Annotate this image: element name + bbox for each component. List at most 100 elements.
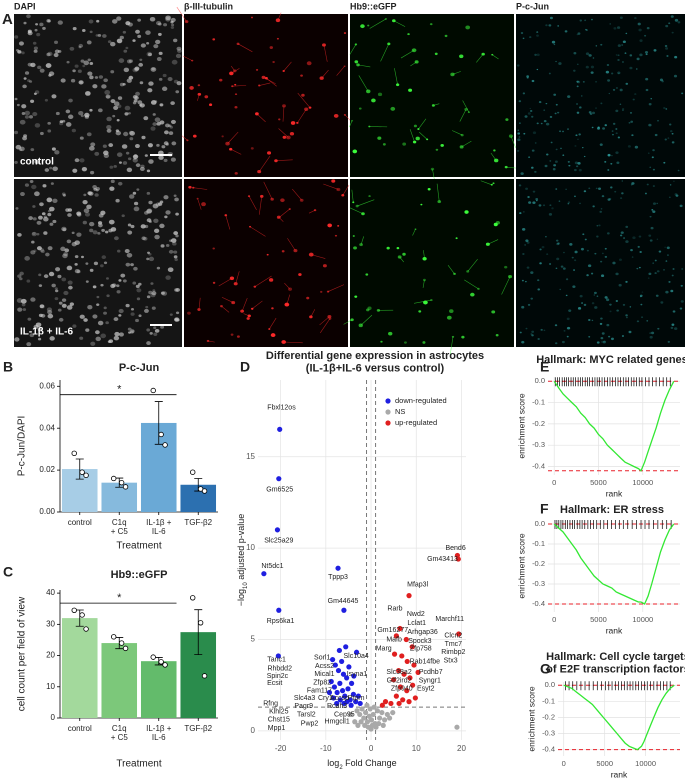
cell — [117, 181, 123, 186]
y-tick-label: -0.2 — [542, 712, 555, 721]
cell — [47, 212, 52, 217]
cell — [140, 224, 146, 229]
cell — [45, 63, 52, 68]
gene-label: Slc4a3 — [294, 695, 316, 702]
cell — [659, 78, 664, 82]
cell — [582, 146, 584, 149]
cell — [165, 15, 171, 21]
cell — [526, 266, 530, 269]
cell — [16, 298, 23, 303]
cell — [154, 117, 161, 123]
cell — [219, 78, 223, 82]
cell — [32, 41, 37, 45]
cell — [44, 98, 48, 102]
cell — [163, 23, 168, 27]
chart-title: Hb9::eGFP — [111, 569, 168, 581]
cell — [43, 216, 49, 222]
cell — [135, 29, 140, 34]
cell — [90, 341, 96, 346]
data-point — [275, 653, 281, 659]
cell — [45, 252, 50, 257]
cell — [420, 203, 423, 206]
cell — [585, 65, 589, 69]
cell — [23, 134, 28, 138]
label-part: log — [327, 758, 339, 768]
cell — [300, 74, 303, 77]
gene-label: Isyna1 — [347, 671, 368, 678]
cell — [415, 136, 420, 141]
cell — [85, 280, 89, 283]
cell — [78, 80, 84, 85]
cell — [68, 98, 73, 103]
gene-label: Klhl25 — [269, 709, 289, 716]
y-tick-label: 0.04 — [39, 423, 55, 432]
cell — [575, 134, 578, 137]
cell — [171, 23, 175, 27]
cell — [440, 143, 444, 147]
cell — [555, 148, 558, 151]
cell — [607, 153, 611, 157]
neurite — [510, 136, 517, 148]
cell — [566, 317, 570, 321]
cell — [270, 333, 276, 338]
cell — [607, 232, 610, 235]
cell — [524, 115, 528, 118]
x-axis-label: log2 Fold Change — [327, 758, 396, 770]
cell — [162, 73, 167, 78]
cell — [665, 47, 669, 50]
cell — [152, 113, 156, 116]
cell — [616, 161, 620, 165]
data-point — [111, 634, 117, 640]
cell — [366, 308, 370, 312]
cell — [523, 132, 526, 135]
cell — [146, 257, 150, 261]
cell — [594, 306, 598, 309]
cell — [543, 329, 546, 332]
cell — [141, 236, 146, 241]
cell — [548, 212, 553, 216]
cell — [606, 323, 610, 327]
cell — [173, 79, 179, 84]
cell — [282, 135, 287, 139]
data-point — [404, 658, 410, 665]
cell — [246, 317, 250, 320]
cell — [27, 317, 32, 321]
cell — [644, 192, 647, 195]
data-point — [111, 475, 117, 482]
cell — [176, 46, 182, 51]
data-point — [344, 699, 350, 705]
cell — [221, 135, 224, 138]
cell — [674, 18, 679, 22]
y-tick-label: -0.1 — [532, 539, 545, 548]
cell — [87, 305, 93, 310]
cell — [136, 297, 141, 301]
cell — [76, 232, 82, 237]
cell — [627, 145, 631, 148]
cell — [234, 93, 238, 96]
cell — [47, 209, 51, 213]
cell — [135, 318, 139, 323]
cell — [147, 52, 152, 57]
neurite — [221, 305, 230, 313]
cell — [546, 153, 549, 156]
cell — [30, 297, 36, 302]
cell — [306, 61, 312, 66]
cell — [155, 39, 161, 45]
cell — [675, 194, 679, 197]
cell — [141, 135, 146, 140]
cell — [136, 288, 142, 293]
cell — [578, 168, 582, 172]
data-point — [334, 689, 340, 696]
cell — [167, 267, 174, 273]
cell — [536, 68, 539, 71]
y-tick-label: 0 — [251, 726, 256, 735]
cell — [518, 136, 521, 138]
cell — [418, 310, 422, 313]
es-curve — [553, 523, 675, 605]
cell — [565, 278, 569, 281]
x-tick-label: C1q + C5 — [111, 518, 129, 536]
micrograph-texture — [349, 17, 523, 180]
cell — [672, 310, 676, 313]
cell — [522, 228, 526, 231]
cell — [531, 330, 535, 333]
